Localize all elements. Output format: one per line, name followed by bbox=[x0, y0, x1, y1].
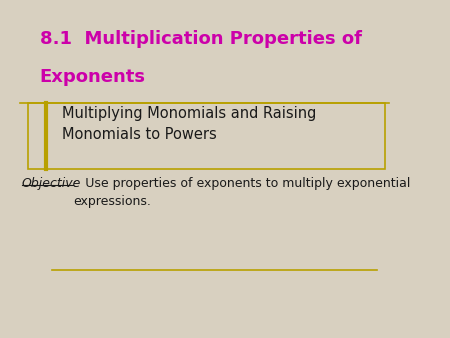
Text: :  Use properties of exponents to multiply exponential
expressions.: : Use properties of exponents to multipl… bbox=[73, 177, 411, 209]
Text: Exponents: Exponents bbox=[40, 68, 146, 86]
Text: Objective: Objective bbox=[22, 177, 81, 190]
Text: Multiplying Monomials and Raising
Monomials to Powers: Multiplying Monomials and Raising Monomi… bbox=[62, 106, 316, 143]
Text: 8.1  Multiplication Properties of: 8.1 Multiplication Properties of bbox=[40, 30, 362, 48]
